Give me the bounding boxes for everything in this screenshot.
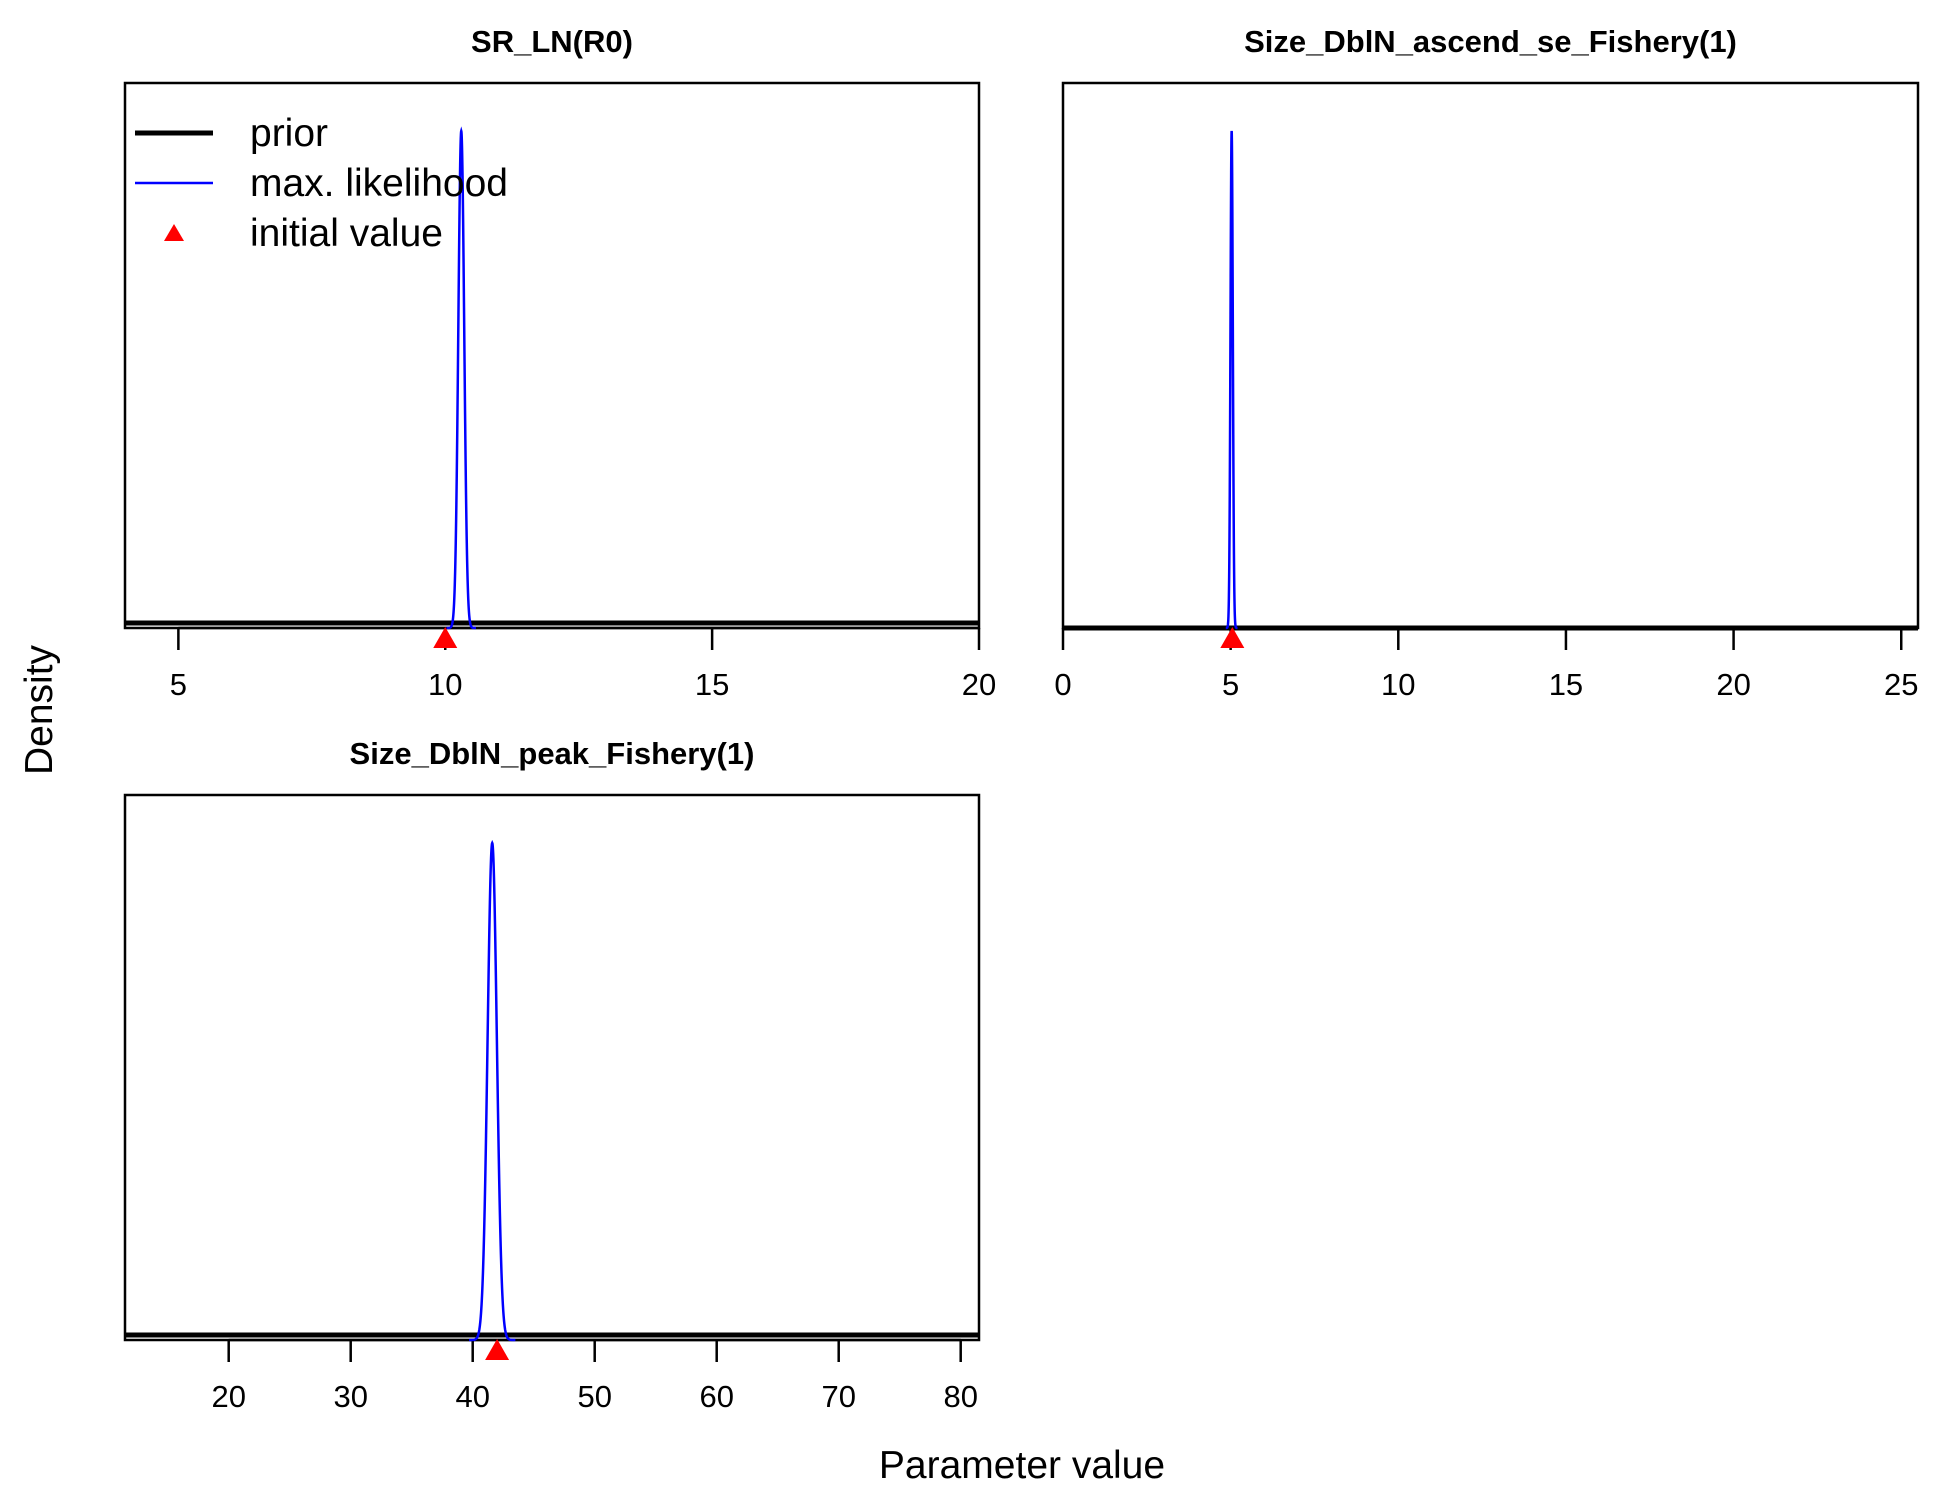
x-tick-label: 5	[170, 667, 187, 702]
max-likelihood-curve	[1225, 130, 1238, 630]
x-tick-label: 5	[1222, 667, 1239, 702]
x-tick-label: 30	[333, 1379, 367, 1414]
panel-1: SR_LN(R0) 5 10 15 20	[123, 24, 996, 702]
legend: prior max. likelihood initial value	[135, 112, 508, 255]
panel-title: Size_DblN_ascend_se_Fishery(1)	[1244, 24, 1737, 59]
panel-3: Size_DblN_peak_Fishery(1) 20 30 40 50 60 70 80	[123, 736, 981, 1414]
x-tick-label: 0	[1054, 667, 1071, 702]
x-tick-label: 20	[1716, 667, 1750, 702]
panel-title: Size_DblN_peak_Fishery(1)	[350, 736, 755, 771]
plot-frame	[1061, 81, 1920, 630]
x-tick-label: 20	[211, 1379, 245, 1414]
y-axis-label: Density	[18, 644, 61, 775]
x-tick-label: 15	[695, 667, 729, 702]
x-tick-label: 10	[1381, 667, 1415, 702]
initial-value-marker	[433, 627, 458, 648]
plot-frame	[123, 793, 981, 1342]
x-tick-label: 40	[455, 1379, 489, 1414]
legend-label: max. likelihood	[250, 162, 508, 205]
initial-value-marker	[485, 1339, 510, 1360]
legend-label: initial value	[250, 212, 443, 255]
legend-label: prior	[250, 112, 328, 155]
panel-title: SR_LN(R0)	[471, 24, 633, 59]
legend-swatch-initial-value	[164, 224, 184, 241]
x-tick-label: 80	[943, 1379, 977, 1414]
x-tick-label: 15	[1549, 667, 1583, 702]
x-tick-label: 70	[821, 1379, 855, 1414]
x-tick-label: 50	[577, 1379, 611, 1414]
x-tick-label: 60	[699, 1379, 733, 1414]
x-tick-label: 10	[428, 667, 462, 702]
max-likelihood-curve	[446, 126, 476, 630]
x-tick-label: 20	[962, 667, 996, 702]
x-axis-label: Parameter value	[879, 1444, 1165, 1487]
panel-2: Size_DblN_ascend_se_Fishery(1) 0 5 10 15 20 25	[1054, 24, 1920, 702]
initial-value-marker	[1220, 627, 1245, 648]
max-likelihood-curve	[469, 839, 516, 1342]
x-tick-label: 25	[1884, 667, 1918, 702]
